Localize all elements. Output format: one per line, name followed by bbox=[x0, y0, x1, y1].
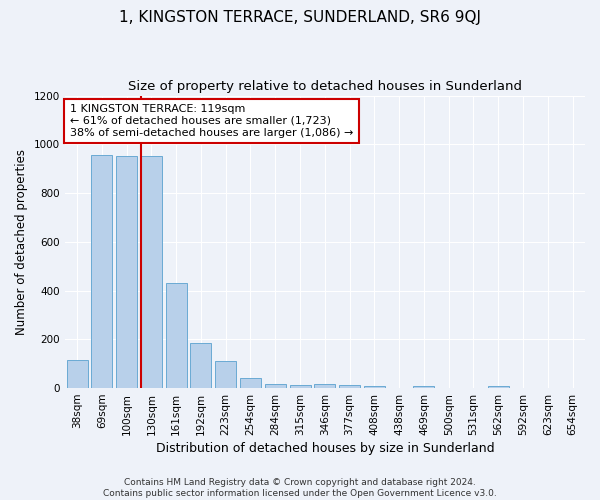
Bar bbox=[290, 385, 311, 388]
Y-axis label: Number of detached properties: Number of detached properties bbox=[15, 149, 28, 335]
Text: Contains HM Land Registry data © Crown copyright and database right 2024.
Contai: Contains HM Land Registry data © Crown c… bbox=[103, 478, 497, 498]
Bar bbox=[339, 385, 360, 388]
Text: 1 KINGSTON TERRACE: 119sqm
← 61% of detached houses are smaller (1,723)
38% of s: 1 KINGSTON TERRACE: 119sqm ← 61% of deta… bbox=[70, 104, 353, 138]
Bar bbox=[488, 386, 509, 388]
Bar bbox=[166, 284, 187, 388]
Bar bbox=[265, 384, 286, 388]
Bar bbox=[116, 156, 137, 388]
Bar bbox=[314, 384, 335, 388]
Bar bbox=[91, 156, 112, 388]
Text: 1, KINGSTON TERRACE, SUNDERLAND, SR6 9QJ: 1, KINGSTON TERRACE, SUNDERLAND, SR6 9QJ bbox=[119, 10, 481, 25]
X-axis label: Distribution of detached houses by size in Sunderland: Distribution of detached houses by size … bbox=[155, 442, 494, 455]
Bar bbox=[141, 156, 162, 388]
Bar bbox=[413, 386, 434, 388]
Bar bbox=[215, 362, 236, 388]
Bar bbox=[364, 386, 385, 388]
Bar bbox=[67, 360, 88, 388]
Title: Size of property relative to detached houses in Sunderland: Size of property relative to detached ho… bbox=[128, 80, 522, 93]
Bar bbox=[190, 343, 211, 388]
Bar bbox=[240, 378, 261, 388]
